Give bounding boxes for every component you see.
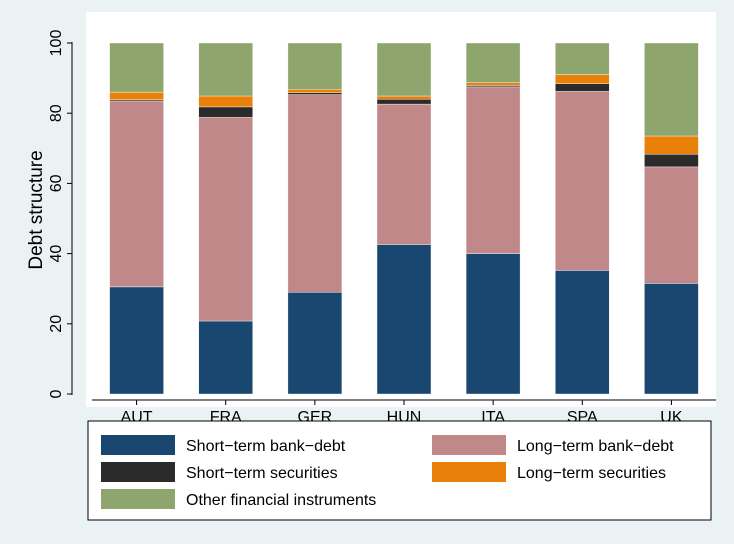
legend-label-0: Short−term bank−debt	[186, 438, 346, 455]
bar-ita-series-4	[465, 42, 521, 83]
legend-label-4: Other financial instruments	[186, 492, 376, 509]
legend-swatch-4	[101, 489, 175, 509]
bar-spa-series-2	[555, 83, 610, 92]
bar-ger-series-0	[287, 292, 343, 395]
bar-fra-series-3	[198, 95, 253, 108]
bar-ger-series-2	[287, 92, 343, 95]
bar-fra-series-0	[198, 320, 253, 395]
bar-aut-series-3	[109, 91, 164, 100]
legend-swatch-0	[101, 435, 175, 455]
bar-spa-series-3	[555, 74, 610, 84]
bar-aut-series-0	[109, 286, 164, 395]
y-axis: 0 20 40 60 80 100	[48, 30, 73, 398]
bars-group	[109, 42, 699, 395]
y-tick-label: 20	[48, 315, 65, 333]
bar-ger-series-4	[287, 42, 343, 90]
legend-label-1: Long−term bank−debt	[517, 438, 674, 455]
legend: Short−term bank−debt Long−term bank−debt S…	[87, 420, 712, 521]
legend-swatch-1	[432, 435, 506, 455]
bar-ger-series-3	[287, 89, 343, 94]
legend-swatch-2	[101, 462, 175, 482]
bar-spa-series-4	[555, 42, 610, 75]
bar-ita-series-0	[465, 253, 521, 395]
bar-hun-series-1	[376, 103, 432, 245]
legend-box	[87, 420, 712, 521]
legend-label-3: Long−term securities	[517, 465, 666, 482]
legend-label-2: Short−term securities	[186, 465, 338, 482]
y-tick-label: 60	[48, 174, 65, 192]
bar-uk-series-1	[644, 166, 699, 284]
bar-fra-series-1	[198, 117, 253, 322]
legend-swatch-3	[432, 462, 506, 482]
bar-ger-series-1	[287, 94, 343, 293]
y-axis-label: Debt structure	[26, 150, 47, 269]
bar-uk-series-0	[644, 283, 699, 395]
bar-ita-series-1	[465, 86, 521, 254]
bar-uk-series-2	[644, 154, 699, 168]
bar-aut-series-2	[109, 99, 164, 102]
bar-ita-series-3	[465, 82, 521, 86]
bar-hun-series-0	[376, 244, 432, 395]
y-tick-label: 0	[48, 389, 65, 398]
bar-aut-series-1	[109, 100, 164, 288]
y-tick-label: 100	[48, 30, 65, 57]
bar-hun-series-3	[376, 95, 432, 100]
bar-spa-series-1	[555, 91, 610, 271]
bar-spa-series-0	[555, 270, 610, 395]
bar-hun-series-4	[376, 42, 432, 97]
bar-uk-series-3	[644, 135, 699, 155]
bar-aut-series-4	[109, 42, 164, 93]
bar-fra-series-2	[198, 106, 253, 118]
y-tick-label: 80	[48, 104, 65, 122]
bar-hun-series-2	[376, 98, 432, 105]
bar-ita-series-2	[465, 85, 521, 88]
bar-uk-series-4	[644, 42, 699, 137]
bar-fra-series-4	[198, 42, 253, 97]
y-tick-label: 40	[48, 245, 65, 263]
